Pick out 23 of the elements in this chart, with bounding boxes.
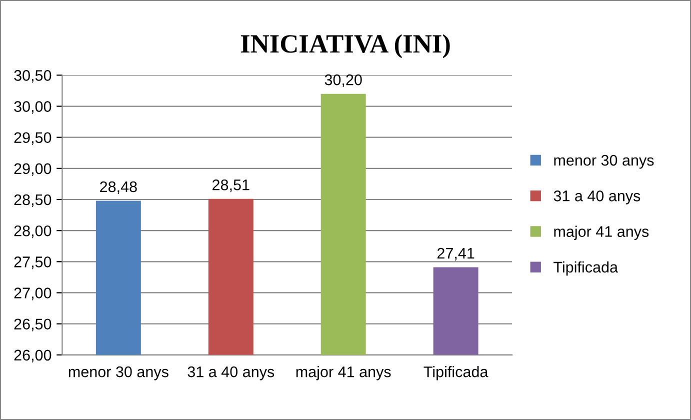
legend-label: Tipificada [554,261,618,276]
y-tick-label: 29,50 [14,132,52,145]
x-tick-label: major 41 anys [296,366,391,380]
data-label: 27,41 [437,248,474,260]
y-tick-label: 27,00 [14,288,52,300]
data-label: 28,51 [212,179,250,192]
legend-label: major 41 anys [554,226,649,240]
y-tick-label: 26,00 [14,350,52,362]
x-tick-label: 31 a 40 anys [188,366,274,380]
y-tick-label: 26,50 [14,318,52,332]
legend-label: menor 30 anys [554,154,654,169]
y-tick-label: 27,50 [14,256,52,270]
y-tick-label: 30,50 [14,70,52,83]
y-tick-label: 29,00 [14,163,52,176]
y-tick-label: 28,50 [14,194,52,207]
y-tick-label: 28,00 [14,225,52,238]
y-tick-label: 30,00 [14,101,52,114]
data-label: 28,48 [100,181,137,194]
x-tick-label: Tipificada [424,366,488,380]
data-label: 30,20 [324,74,362,88]
chart-title: INICIATIVA (INI) [240,34,450,58]
x-tick-label: menor 30 anys [68,366,168,380]
legend-label: 31 a 40 anys [554,190,640,204]
